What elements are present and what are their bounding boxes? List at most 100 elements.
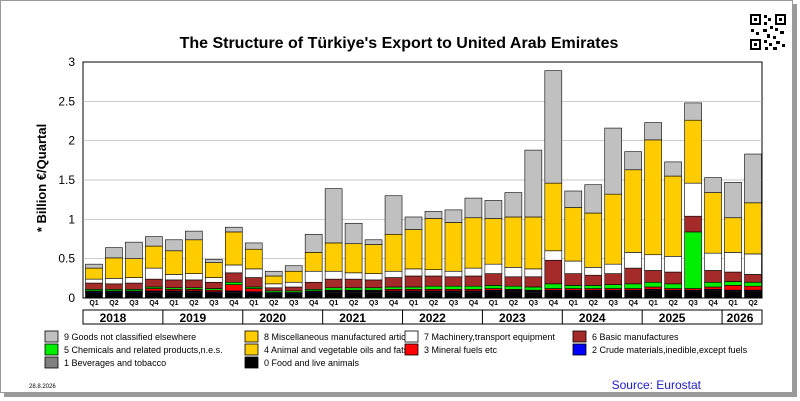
x-tick-label: Q4 xyxy=(229,300,238,307)
bar-segment xyxy=(744,281,762,287)
bar-segment xyxy=(704,281,722,288)
bar-segment xyxy=(684,215,702,233)
bar-segment xyxy=(224,264,243,274)
bar-segment xyxy=(324,287,343,291)
x-tick-label: Q4 xyxy=(629,300,638,307)
x-tick-label: Q3 xyxy=(209,300,218,307)
bar-segment xyxy=(364,273,383,281)
bar-segment xyxy=(264,275,283,285)
bar-segment xyxy=(344,222,363,245)
bar-segment xyxy=(364,244,383,274)
y-tick-label: 2.5 xyxy=(58,94,75,108)
x-tick-label: Q4 xyxy=(469,300,478,307)
bar-segment xyxy=(145,292,163,299)
bar-segment xyxy=(364,292,383,299)
bar-segment xyxy=(584,291,603,299)
bar-segment xyxy=(324,270,343,280)
bar-segment xyxy=(244,292,263,299)
bar-segment xyxy=(464,267,483,277)
bar-segment xyxy=(384,270,403,278)
bar-segment xyxy=(145,236,163,247)
bar-segment xyxy=(624,151,642,171)
bar-segment xyxy=(644,286,662,290)
x-tick-label: Q2 xyxy=(189,300,198,307)
bar-segment xyxy=(644,270,662,283)
bar-segment xyxy=(284,281,303,288)
bar-segment xyxy=(504,285,523,290)
x-tick-label: Q2 xyxy=(509,300,518,307)
bar-segment xyxy=(145,288,163,292)
x-tick-label: Q1 xyxy=(489,300,498,307)
bar-segment xyxy=(344,278,363,289)
bar-segment xyxy=(264,294,283,299)
bar-segment xyxy=(464,292,483,299)
bar-segment xyxy=(564,190,583,208)
bar-segment xyxy=(165,274,183,281)
bar-segment xyxy=(85,282,103,290)
bar-segment xyxy=(584,184,603,214)
y-axis-label: * Billion €/Quartal xyxy=(34,124,49,232)
bar-segment xyxy=(404,268,423,277)
year-labels: 2018 2019 2020 2021 2022 2023 2024 2025 2026 xyxy=(82,309,763,325)
x-tick-label: Q2 xyxy=(429,300,438,307)
bar-segment xyxy=(344,272,363,280)
x-tick-label: Q1 xyxy=(648,300,657,307)
x-tick-label: Q3 xyxy=(688,300,697,307)
bar-segment xyxy=(224,226,243,233)
bar-segment xyxy=(424,292,443,299)
bar-segment xyxy=(624,291,642,299)
bar-segment xyxy=(404,216,423,230)
bar-segment xyxy=(264,287,283,292)
bar-segment xyxy=(404,286,423,290)
legend-label: 1 Beverages and tobacco xyxy=(64,358,166,368)
legend-swatch xyxy=(572,330,587,343)
x-tick-label: Q2 xyxy=(668,300,677,307)
bar-segment xyxy=(344,287,363,291)
year-label: 2023 xyxy=(499,311,526,325)
bar-segment xyxy=(604,273,623,285)
bar-segment xyxy=(684,291,702,299)
bar-segment xyxy=(484,285,503,289)
bar-segment xyxy=(244,288,263,293)
year-label: 2024 xyxy=(579,311,606,325)
bar-segment xyxy=(484,273,503,286)
bar-segment xyxy=(744,285,762,291)
x-tick-label: Q2 xyxy=(269,300,278,307)
x-tick-label: Q1 xyxy=(409,300,418,307)
legend-swatch xyxy=(244,343,259,356)
bar-segment xyxy=(684,231,702,289)
bar-segment xyxy=(744,274,762,283)
bar-segment xyxy=(384,286,403,290)
bar-segment xyxy=(524,268,543,278)
bar-segment xyxy=(704,290,722,299)
bar-segment xyxy=(504,216,523,268)
bar-segment xyxy=(564,207,583,262)
legend-swatch xyxy=(404,343,419,356)
bar-segment xyxy=(205,259,223,263)
bar-segment xyxy=(244,242,263,250)
bar-segment xyxy=(384,233,403,272)
legend-swatch xyxy=(244,330,259,343)
year-label: 2026 xyxy=(727,311,754,325)
bar-segment xyxy=(464,275,483,287)
legend-label: 0 Food and live animals xyxy=(264,358,360,368)
y-tick-label: 1 xyxy=(68,212,75,226)
x-tick-label: Q3 xyxy=(289,300,298,307)
bar-segment xyxy=(165,292,183,299)
bar-segment xyxy=(484,218,503,265)
bar-segment xyxy=(424,285,443,290)
y-tick-label: 1.5 xyxy=(58,173,75,187)
bar-segment xyxy=(85,278,103,284)
bar-segment xyxy=(264,283,283,289)
bar-segment xyxy=(604,284,623,289)
bar-segment xyxy=(205,277,223,283)
bar-segment xyxy=(644,281,662,288)
bar-segment xyxy=(584,274,603,286)
bar-segment xyxy=(444,285,463,290)
year-label: 2018 xyxy=(100,311,127,325)
bar-segment xyxy=(224,292,243,299)
x-tick-label: Q2 xyxy=(589,300,598,307)
legend-swatch xyxy=(244,356,259,369)
bar-segment xyxy=(145,245,163,269)
bar-segment xyxy=(644,290,662,299)
